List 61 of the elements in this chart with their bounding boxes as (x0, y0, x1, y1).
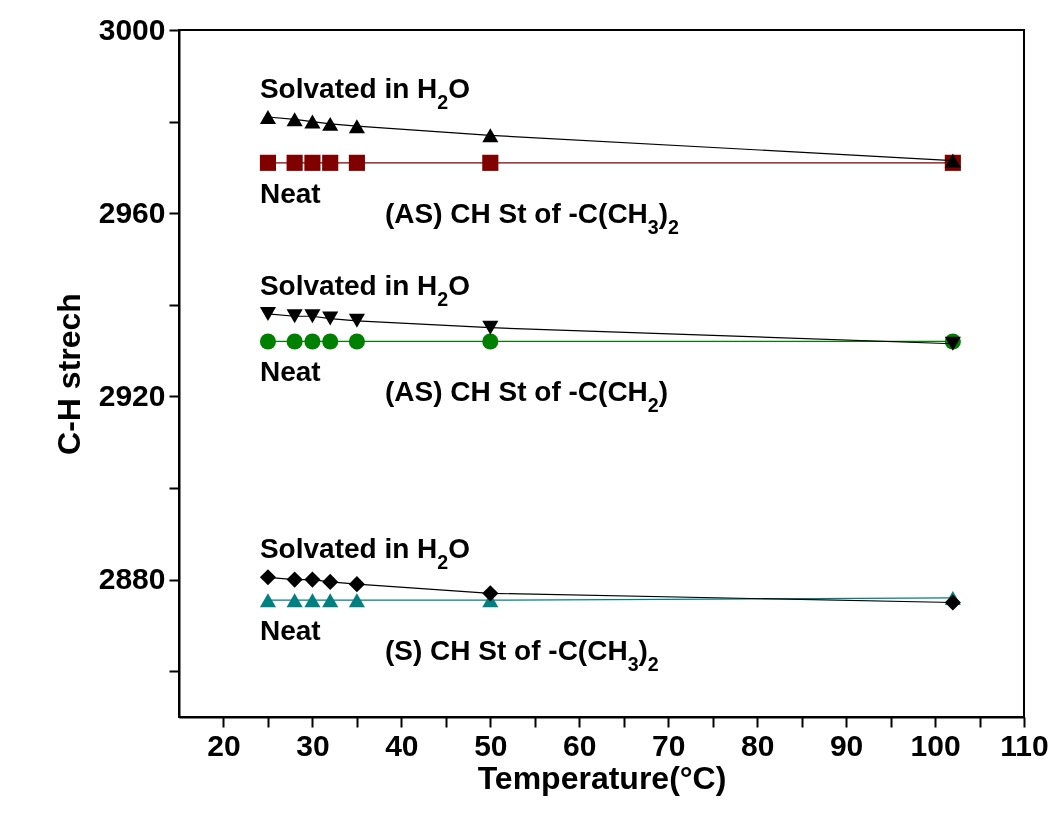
point (348, 576, 365, 593)
point (304, 333, 321, 350)
point (482, 154, 499, 171)
x-tick-label: 70 (652, 728, 686, 762)
point (322, 116, 339, 131)
point (348, 154, 365, 171)
x-tick-label: 30 (296, 728, 330, 762)
point (482, 128, 499, 143)
point (259, 569, 277, 586)
point (348, 593, 365, 608)
annotation: (AS) CH St of -C(CH$_{3}$)$_{2}$ (385, 197, 680, 238)
point (482, 320, 499, 335)
point (259, 333, 277, 350)
series-label: Solvated in H$_{2}$O (259, 269, 471, 310)
point (322, 573, 339, 590)
point (482, 585, 499, 602)
y-tick-label: 3000 (98, 12, 166, 46)
point (259, 306, 277, 321)
annotation: (AS) CH St of -C(CH$_{2}$) (385, 376, 669, 417)
point (304, 154, 321, 171)
series-label: Neat (259, 177, 321, 209)
y-axis-title: C-H strech (50, 293, 87, 455)
point (259, 593, 277, 608)
point (286, 571, 303, 588)
point (286, 112, 303, 127)
point (259, 154, 277, 171)
point (304, 571, 321, 588)
x-tick-label: 50 (474, 728, 508, 762)
x-tick-label: 110 (1000, 728, 1049, 762)
x-tick-label: 100 (910, 728, 961, 762)
x-tick-label: 60 (563, 728, 597, 762)
point (322, 333, 339, 350)
point (259, 110, 277, 124)
point (286, 309, 303, 324)
point (286, 154, 303, 171)
point (322, 311, 339, 326)
series-label: Neat (259, 615, 321, 647)
y-tick-label: 2920 (98, 378, 166, 412)
point (348, 313, 365, 328)
point (322, 154, 339, 171)
x-axis-title: Temperature(°C) (477, 759, 727, 796)
series-label: Solvated in H$_{2}$O (259, 533, 471, 574)
point (286, 333, 303, 350)
point (286, 593, 303, 608)
y-tick-label: 2960 (98, 195, 166, 229)
point (322, 593, 339, 608)
point (348, 333, 365, 350)
point (304, 114, 321, 129)
x-tick-label: 80 (740, 728, 775, 762)
point (304, 593, 321, 608)
point (482, 333, 499, 350)
x-tick-label: 90 (829, 728, 864, 762)
y-tick-label: 2880 (98, 562, 166, 596)
annotation: (S) CH St of -C(CH$_{3}$)$_{2}$ (385, 635, 659, 676)
point (348, 119, 365, 134)
point (304, 309, 321, 324)
point (944, 594, 961, 611)
series-label: Solvated in H$_{2}$O (259, 73, 471, 114)
x-tick-label: 20 (207, 728, 241, 762)
series-label: Neat (259, 356, 321, 388)
x-tick-label: 40 (385, 728, 419, 762)
